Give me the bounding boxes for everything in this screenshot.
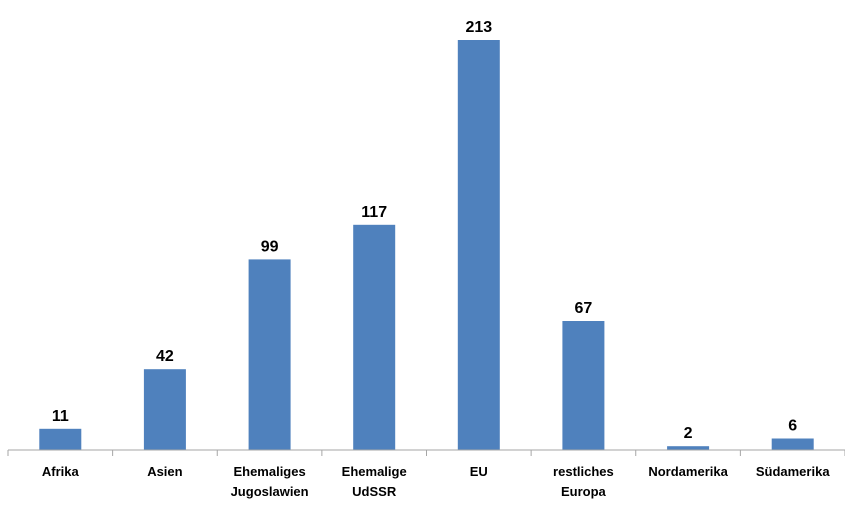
bar-3 xyxy=(353,224,396,450)
bar-0 xyxy=(39,428,82,450)
bar-1 xyxy=(143,369,186,450)
value-label-5: 67 xyxy=(575,300,593,317)
bars-group xyxy=(39,40,814,450)
value-labels-group: 11 42 99 117 213 67 2 6 xyxy=(52,19,797,442)
category-label-3-line-1: UdSSR xyxy=(352,484,397,499)
category-label-7: Südamerika xyxy=(756,464,830,479)
bar-5 xyxy=(562,321,605,450)
bar-6 xyxy=(667,446,710,450)
category-label-3-line-0: Ehemalige xyxy=(342,464,407,479)
category-label-6: Nordamerika xyxy=(648,464,728,479)
bar-2 xyxy=(248,259,291,450)
value-label-7: 6 xyxy=(788,418,797,435)
bar-7 xyxy=(771,438,814,450)
category-label-0: Afrika xyxy=(42,464,80,479)
value-label-1: 42 xyxy=(156,348,174,365)
category-label-5-line-1: Europa xyxy=(561,484,607,499)
category-label-5-line-0: restliches xyxy=(553,464,614,479)
category-labels-group: Afrika Asien Ehemaliges Jugoslawien Ehemalig… xyxy=(42,464,830,499)
value-label-0: 11 xyxy=(52,408,69,425)
category-label-1: Asien xyxy=(147,464,182,479)
value-label-6: 2 xyxy=(684,425,693,442)
value-label-4: 213 xyxy=(465,19,492,36)
bar-4 xyxy=(457,40,500,450)
category-label-4: EU xyxy=(470,464,488,479)
category-label-2-line-1: Jugoslawien xyxy=(231,484,309,499)
category-label-2-line-0: Ehemaliges xyxy=(233,464,305,479)
value-label-2: 99 xyxy=(261,238,279,255)
value-label-3: 117 xyxy=(361,204,387,221)
x-axis-ticks xyxy=(7,450,845,456)
